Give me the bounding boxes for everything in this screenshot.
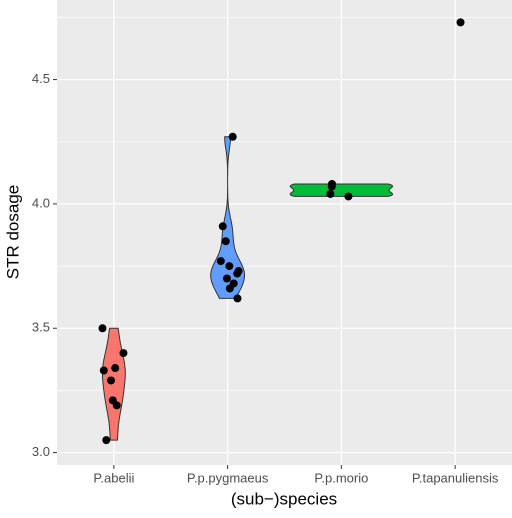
point (233, 269, 242, 278)
x-axis-title: (sub−)species (231, 489, 337, 508)
point (221, 237, 230, 246)
point (218, 222, 227, 231)
point (216, 257, 225, 266)
point (225, 262, 234, 271)
point (102, 436, 111, 445)
point (107, 376, 116, 385)
y-axis-title: STR dosage (3, 185, 22, 280)
x-tick-label: P.abelii (93, 470, 134, 485)
point (111, 364, 120, 373)
point (222, 274, 231, 283)
x-tick-label: P.p.pygmaeus (187, 470, 269, 485)
violin (289, 183, 394, 197)
point (344, 192, 353, 201)
x-tick-label: P.tapanuliensis (412, 470, 499, 485)
point (228, 132, 237, 141)
x-tick-label: P.p.morio (314, 470, 368, 485)
point (233, 294, 242, 303)
y-tick-label: 3.5 (32, 320, 50, 335)
point (225, 284, 234, 293)
violin (102, 327, 126, 441)
point (326, 189, 335, 198)
point (456, 18, 465, 27)
point (327, 182, 336, 191)
y-tick-label: 3.0 (32, 444, 50, 459)
y-tick-label: 4.0 (32, 195, 50, 210)
point (112, 401, 121, 410)
panel (57, 0, 512, 465)
point (99, 366, 108, 375)
point (98, 324, 107, 333)
point (119, 349, 128, 358)
y-tick-label: 4.5 (32, 71, 50, 86)
